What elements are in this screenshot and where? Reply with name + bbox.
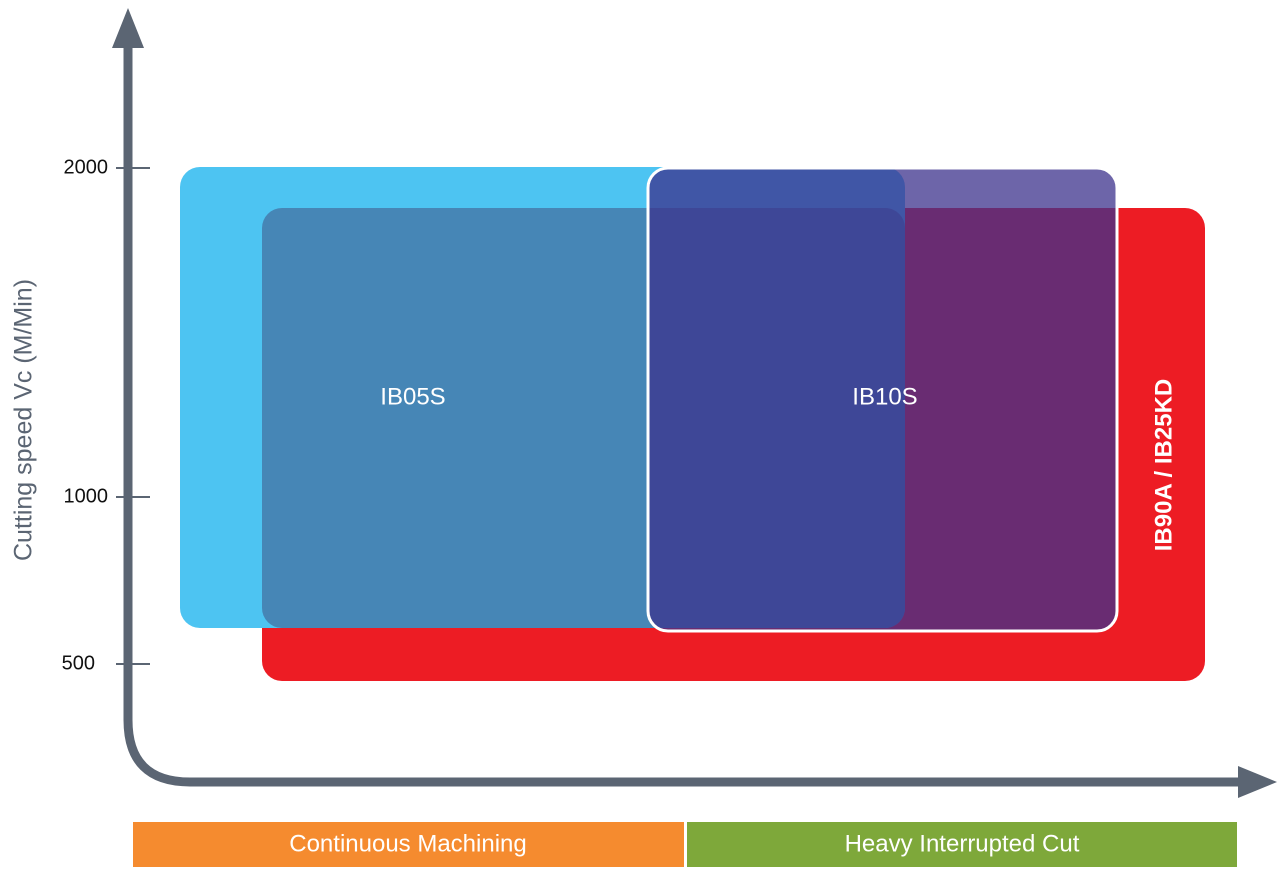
region-label: IB90A / IB25KD — [1150, 379, 1177, 552]
category-label: Continuous Machining — [289, 830, 526, 857]
tick-label: 500 — [62, 652, 95, 674]
category-label: Heavy Interrupted Cut — [845, 830, 1080, 857]
axes — [123, 40, 1245, 787]
region-label: IB10S — [852, 383, 917, 410]
region-ib10s — [646, 166, 1119, 633]
region-label: IB05S — [380, 383, 445, 410]
tick-label: 1000 — [64, 485, 109, 507]
axis-title: Cutting speed Vc (M/Min) — [10, 279, 38, 561]
category-bar — [687, 822, 1237, 867]
y-arrow — [112, 8, 144, 48]
tick-label: 2000 — [64, 156, 109, 178]
category-bar — [133, 822, 684, 867]
x-arrow — [1238, 766, 1277, 798]
